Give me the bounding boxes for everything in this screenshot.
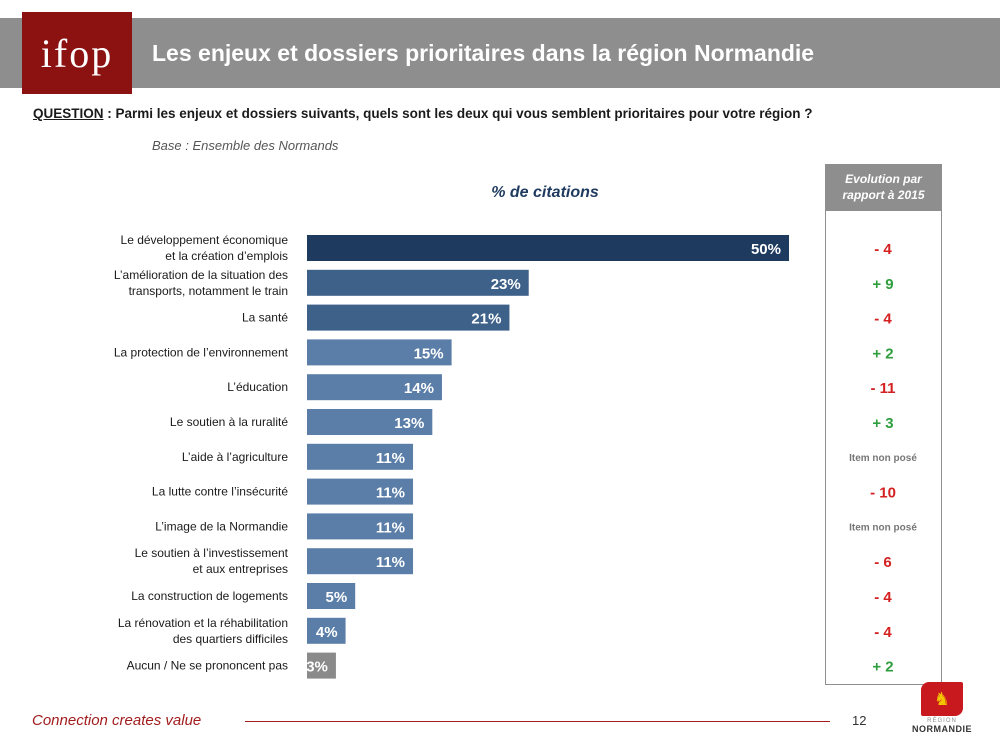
evolution-value: - 4 [874, 589, 892, 606]
region-normandie-logo: ♞ RÉGION NORMANDIE [912, 682, 972, 742]
region-logo-name: NORMANDIE [912, 724, 972, 734]
bar-value-label: 11% [376, 519, 405, 536]
footer-tagline: Connection creates value [32, 712, 202, 729]
category-label: des quartiers difficiles [173, 632, 288, 646]
category-label: Le soutien à l’investissement [135, 546, 289, 560]
lion-flag-icon: ♞ [921, 682, 963, 716]
header-bar [0, 18, 1000, 88]
page-number: 12 [852, 713, 867, 728]
bar-value-label: 14% [404, 380, 434, 397]
evolution-value: + 2 [872, 345, 893, 362]
category-label: transports, notamment le train [129, 284, 288, 298]
bar [307, 409, 433, 435]
bar [307, 304, 510, 331]
evolution-value: Item non posé [849, 453, 917, 464]
evolution-value: - 6 [874, 554, 892, 571]
bar [307, 548, 414, 575]
page-title: Les enjeux et dossiers prioritaires dans… [152, 40, 815, 66]
bar-value-label: 50% [751, 241, 781, 258]
bar [307, 583, 356, 609]
bar [307, 374, 442, 401]
evolution-value: - 4 [874, 241, 892, 258]
ifop-logo: ifop [22, 12, 132, 94]
category-label: Le développement économique [121, 233, 289, 247]
bar-value-label: 13% [394, 415, 424, 432]
base-note: Base : Ensemble des Normands [152, 138, 339, 153]
bar [307, 652, 336, 679]
category-label: La santé [242, 311, 288, 325]
bar [307, 513, 414, 540]
bar [307, 269, 529, 296]
bar-value-label: 11% [376, 554, 405, 571]
evolution-value: + 9 [872, 276, 893, 293]
question-text: QUESTION : Parmi les enjeux et dossiers … [33, 106, 812, 121]
evolution-value: - 4 [874, 311, 892, 328]
category-label: La lutte contre l’insécurité [152, 485, 288, 499]
bar [307, 478, 414, 505]
bar-value-label: 21% [471, 311, 501, 328]
bar-value-label: 15% [414, 345, 444, 362]
chart-title: % de citations [491, 184, 599, 201]
bar-value-label: 4% [316, 624, 338, 641]
evolution-value: - 11 [870, 380, 895, 397]
evolution-value: Item non posé [849, 522, 917, 533]
category-label: et la création d’emplois [165, 249, 288, 263]
bar-value-label: 23% [491, 276, 521, 293]
bar-value-label: 11% [376, 450, 405, 467]
evolution-value: - 10 [870, 485, 896, 502]
footer-divider [245, 721, 830, 722]
bar [307, 339, 452, 366]
category-label: et aux entreprises [193, 562, 288, 576]
evolution-column [825, 210, 942, 685]
bar-value-label: 5% [326, 589, 348, 606]
category-label: L’amélioration de la situation des [114, 268, 288, 282]
evolution-value: + 2 [872, 659, 893, 676]
category-label: L’aide à l’agriculture [182, 450, 288, 464]
question-label: QUESTION [33, 106, 104, 121]
category-label: Aucun / Ne se prononcent pas [127, 659, 288, 673]
evolution-value: - 4 [874, 624, 892, 641]
bar [307, 617, 346, 644]
evolution-header: Evolution par rapport à 2015 [825, 164, 942, 210]
category-label: L’image de la Normandie [155, 519, 288, 533]
bar [307, 443, 414, 470]
bar-value-label: 3% [306, 659, 328, 676]
category-label: L’éducation [227, 380, 288, 394]
question-body: : Parmi les enjeux et dossiers suivants,… [103, 106, 813, 121]
category-label: La construction de logements [131, 589, 288, 603]
evolution-value: + 3 [872, 415, 893, 432]
bar-value-label: 11% [376, 485, 405, 502]
category-label: Le soutien à la ruralité [170, 415, 288, 429]
category-label: La protection de l’environnement [114, 345, 289, 359]
region-logo-small-text: RÉGION [927, 718, 957, 724]
bar [307, 235, 789, 261]
category-label: La rénovation et la réhabilitation [118, 616, 288, 630]
